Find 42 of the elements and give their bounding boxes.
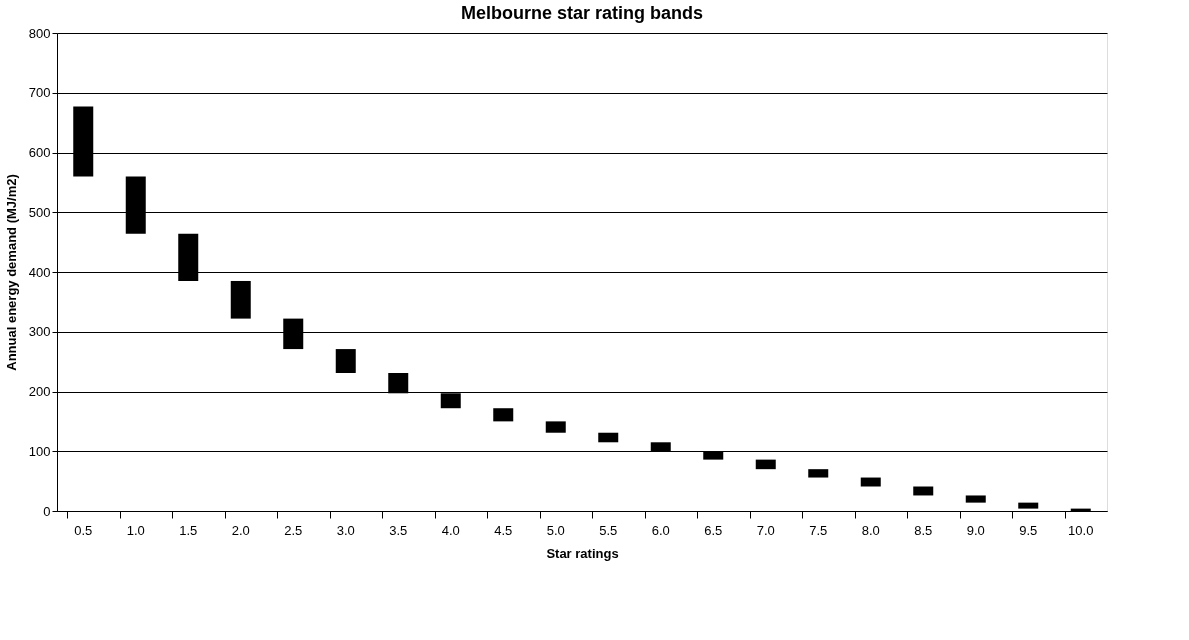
bar — [335, 349, 356, 373]
x-tick-label: 9.0 — [966, 522, 985, 538]
y-tick-label: 400 — [28, 264, 51, 280]
x-tick-label: 1.5 — [179, 522, 198, 538]
y-tick-label: 100 — [28, 443, 51, 459]
x-tick-label: 8.5 — [914, 522, 933, 538]
y-tick-label: 500 — [28, 204, 51, 220]
y-tick-label: 800 — [28, 25, 51, 41]
x-tick-label: 4.0 — [441, 522, 460, 538]
bar — [1018, 502, 1039, 509]
bar — [860, 477, 881, 487]
y-tick-label: 300 — [28, 324, 51, 340]
bar — [808, 469, 829, 478]
x-tick-label: 7.0 — [756, 522, 775, 538]
x-tick-label: 2.5 — [284, 522, 303, 538]
y-tick-label: 0 — [43, 503, 51, 519]
x-axis-title: Star ratings — [546, 545, 619, 561]
chart-title: Melbourne star rating bands — [460, 3, 704, 23]
bar — [545, 421, 566, 433]
bar — [598, 432, 619, 443]
x-tick-label: 5.0 — [546, 522, 565, 538]
x-tick-label: 4.5 — [494, 522, 513, 538]
x-tick-label: 0.5 — [74, 522, 93, 538]
x-tick-label: 6.0 — [651, 522, 670, 538]
x-tick-label: 5.5 — [599, 522, 618, 538]
x-tick-label: 9.5 — [1019, 522, 1038, 538]
x-tick-label: 3.5 — [389, 522, 408, 538]
x-tick-label: 1.0 — [126, 522, 145, 538]
x-tick-label: 2.0 — [231, 522, 250, 538]
bar — [493, 408, 514, 422]
x-tick-label: 3.0 — [336, 522, 355, 538]
bar — [230, 280, 251, 319]
x-tick-label: 7.5 — [809, 522, 828, 538]
y-tick-label: 700 — [28, 85, 51, 101]
bar — [965, 495, 986, 503]
y-axis-title: Annual energy demand (MJ/m2) — [3, 174, 19, 371]
bar — [755, 459, 776, 470]
x-tick-label: 10.0 — [1068, 522, 1094, 538]
x-tick-label: 6.5 — [704, 522, 723, 538]
y-tick-label: 600 — [28, 145, 51, 160]
y-tick-label: 200 — [28, 384, 51, 399]
x-tick-label: 8.0 — [861, 522, 880, 538]
